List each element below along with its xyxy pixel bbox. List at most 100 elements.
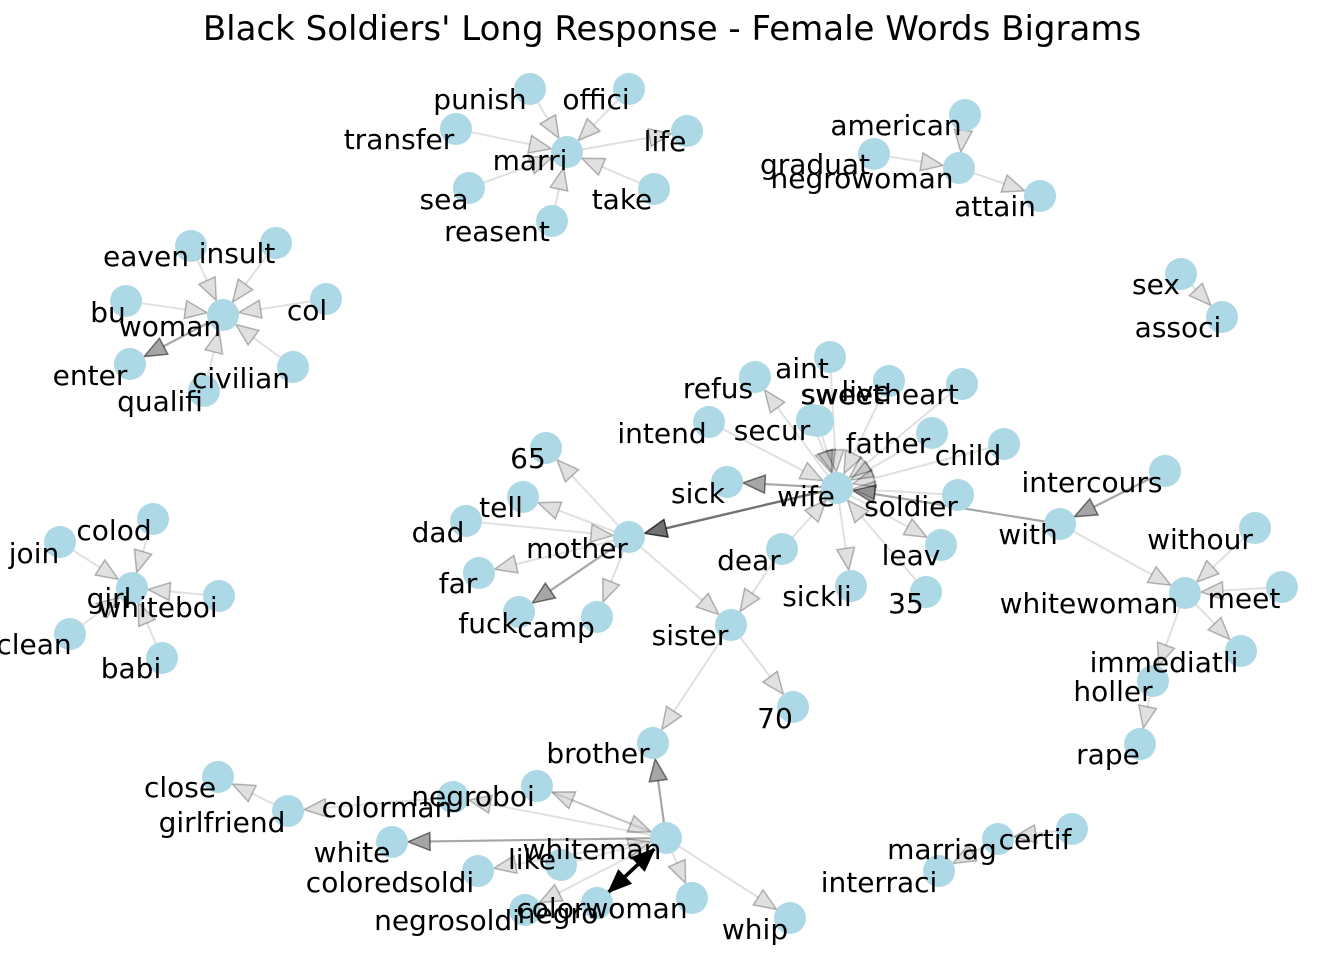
node-father — [916, 417, 948, 449]
node-label-brother: brother — [546, 737, 650, 770]
node-label-insult: insult — [199, 237, 276, 270]
node-coloredsoldi — [462, 855, 494, 887]
node-sister — [715, 609, 747, 641]
edge-mother-sister — [628, 536, 703, 601]
arrowhead-whiteman-colorwoman — [667, 858, 687, 886]
node-label-marri: marri — [493, 144, 568, 177]
arrowhead-sister-70 — [761, 669, 785, 696]
arrowhead-sex-associ — [1187, 281, 1213, 307]
node-label-far: far — [439, 567, 478, 600]
node-brother — [637, 727, 669, 759]
node-leav — [925, 529, 957, 561]
arrowhead-graduat-negrowoman — [919, 151, 946, 172]
node-with — [1044, 508, 1076, 540]
node-label-girl: girl — [87, 582, 132, 615]
node-label-fuck: fuck — [458, 607, 518, 640]
edge-intend-wife — [708, 421, 804, 472]
arrowhead-sea-marri — [527, 155, 554, 175]
edge-with-wife — [874, 492, 1061, 526]
node-label-65: 65 — [510, 442, 546, 475]
node-label-col: col — [287, 294, 327, 327]
node-negro — [581, 887, 613, 919]
edge-whiteman-white — [429, 836, 667, 843]
node-label-like: like — [508, 843, 556, 876]
node-negrosoldi — [509, 894, 541, 926]
node-clean — [54, 618, 86, 650]
node-label-camp: camp — [517, 611, 595, 644]
node-secur — [802, 405, 834, 437]
edge-whiteman-colorman — [490, 803, 667, 839]
node-label-negroboi: negroboi — [411, 780, 534, 813]
node-label-soldier: soldier — [864, 490, 958, 523]
node-attain — [1024, 180, 1056, 212]
node-holler — [1137, 665, 1169, 697]
node-label-punish: punish — [433, 83, 526, 116]
node-label-negrosoldi: negrosoldi — [374, 904, 520, 937]
node-girl — [116, 572, 148, 604]
node-label-intercours: intercours — [1022, 466, 1163, 499]
node-sickli — [835, 570, 867, 602]
node-label-wife: wife — [777, 480, 835, 513]
node-label-clean: clean — [0, 628, 72, 661]
node-label-close: close — [144, 771, 216, 804]
node-label-tell: tell — [479, 491, 523, 524]
node-fuck — [503, 596, 535, 628]
arrowhead-whiteman-brother — [648, 756, 669, 783]
node-dear — [766, 533, 798, 565]
arrowhead-mother-fuck — [530, 581, 557, 605]
arrowhead-mother-65 — [555, 458, 580, 484]
arrowhead-sweet-wife — [814, 448, 834, 475]
arrowhead-whiteman-colorman — [466, 794, 493, 815]
arrowhead-dad-mother — [589, 523, 616, 544]
edge-dad-mother — [465, 520, 592, 535]
arrowhead-qualifi-woman — [203, 328, 224, 356]
node-label-dad: dad — [412, 516, 465, 549]
arrowhead-whiteboi-girl — [145, 581, 172, 602]
arrowhead-offici-marri — [576, 117, 602, 143]
node-label-interraci: interraci — [821, 866, 938, 899]
node-woman — [207, 299, 239, 331]
node-label-intend: intend — [617, 417, 706, 450]
edge-wife-mother — [665, 486, 838, 530]
node-whip — [774, 902, 806, 934]
arrowhead-wife-sick — [740, 474, 767, 495]
edge-35-wife — [860, 516, 927, 593]
node-enter — [114, 348, 146, 380]
node-join — [44, 526, 76, 558]
node-label-reasent: reasent — [444, 215, 550, 248]
arrowhead-wife-mother — [642, 518, 670, 538]
node-label-holler: holler — [1073, 675, 1153, 708]
arrowhead-woman-enter — [142, 336, 169, 358]
node-offici — [613, 73, 645, 105]
node-label-live: live — [841, 375, 890, 408]
arrowhead-babi-girl — [137, 600, 157, 628]
node-label-colorwoman: colorwoman — [516, 892, 687, 925]
node-label-american: american — [830, 109, 961, 142]
arrowhead-wife-refus — [763, 388, 787, 415]
node-like — [545, 849, 577, 881]
node-eaven — [175, 230, 207, 262]
node-american — [949, 99, 981, 131]
arrowhead-eaven-woman — [197, 275, 218, 303]
node-intend — [693, 406, 725, 438]
arrowhead-meet-whitewoman — [1198, 580, 1225, 601]
arrowhead-sister-brother — [660, 705, 683, 732]
node-label-sick: sick — [671, 477, 726, 510]
node-35 — [910, 576, 942, 608]
node-immediatli — [1225, 635, 1257, 667]
node-label-rape: rape — [1076, 738, 1140, 771]
node-label-sweet: sweet — [801, 378, 884, 411]
arrowhead-whitewoman-immediatli — [1206, 616, 1232, 641]
arrowhead-whiteman-white — [406, 831, 431, 852]
arrowhead-whiteman-whip — [751, 888, 779, 911]
arrowhead-take-marri — [579, 157, 607, 177]
node-live — [873, 365, 905, 397]
arrowhead-sweetheart-wife — [847, 455, 874, 480]
chart-title: Black Soldiers' Long Response - Female W… — [203, 9, 1141, 49]
node-civilian — [277, 351, 309, 383]
node-label-take: take — [592, 183, 653, 216]
node-label-mother: mother — [526, 532, 628, 565]
arrowhead-secur-wife — [816, 447, 837, 475]
arrowheads-layer — [93, 113, 1232, 911]
